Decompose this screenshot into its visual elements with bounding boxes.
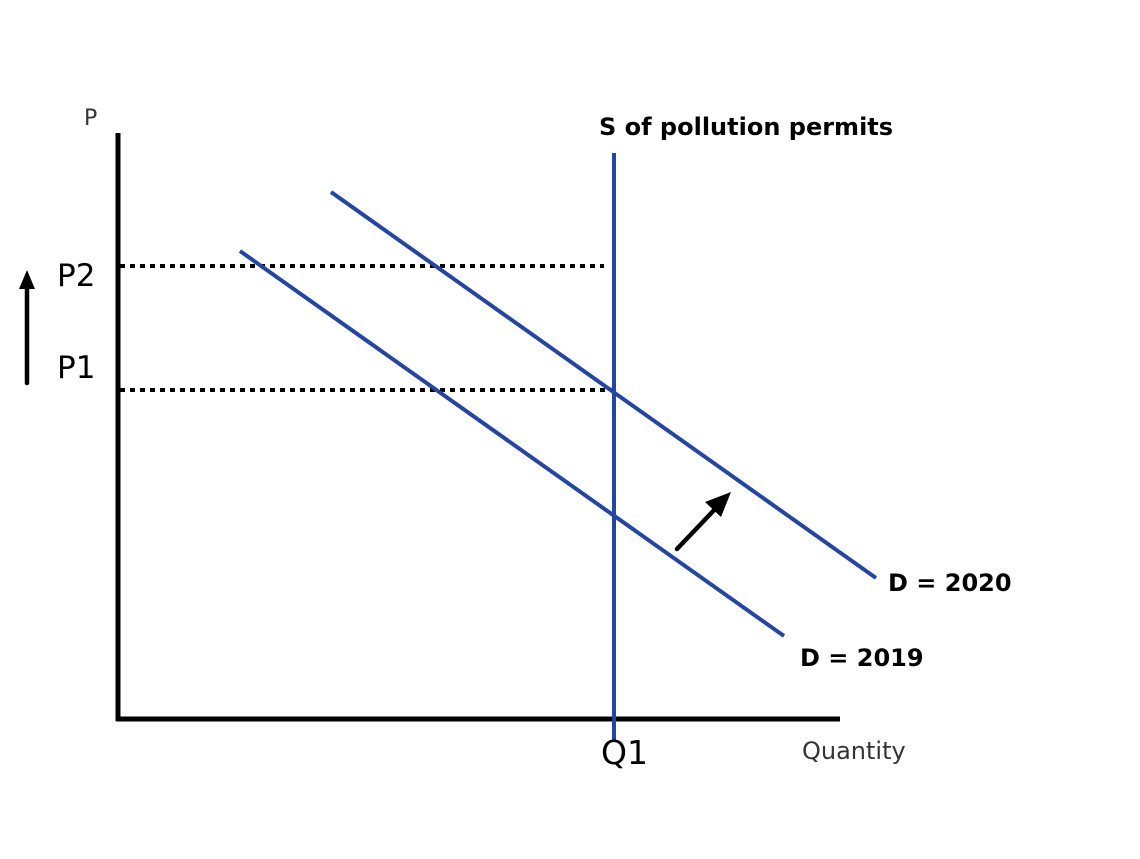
x-axis-label: Quantity	[802, 737, 906, 765]
demand-2019-label: D = 2019	[800, 644, 924, 672]
q1-label: Q1	[601, 733, 648, 772]
demand-shift-arrow-icon	[674, 492, 731, 552]
price-increase-arrow-icon	[19, 270, 35, 386]
p2-label: P2	[57, 258, 95, 294]
demand-2019-line	[238, 249, 786, 638]
demand-2020-line	[329, 190, 878, 580]
y-axis-label: P	[84, 106, 97, 131]
supply-label: S of pollution permits	[599, 113, 893, 141]
demand-2020-label: D = 2020	[888, 569, 1012, 597]
p1-label: P1	[57, 350, 95, 386]
